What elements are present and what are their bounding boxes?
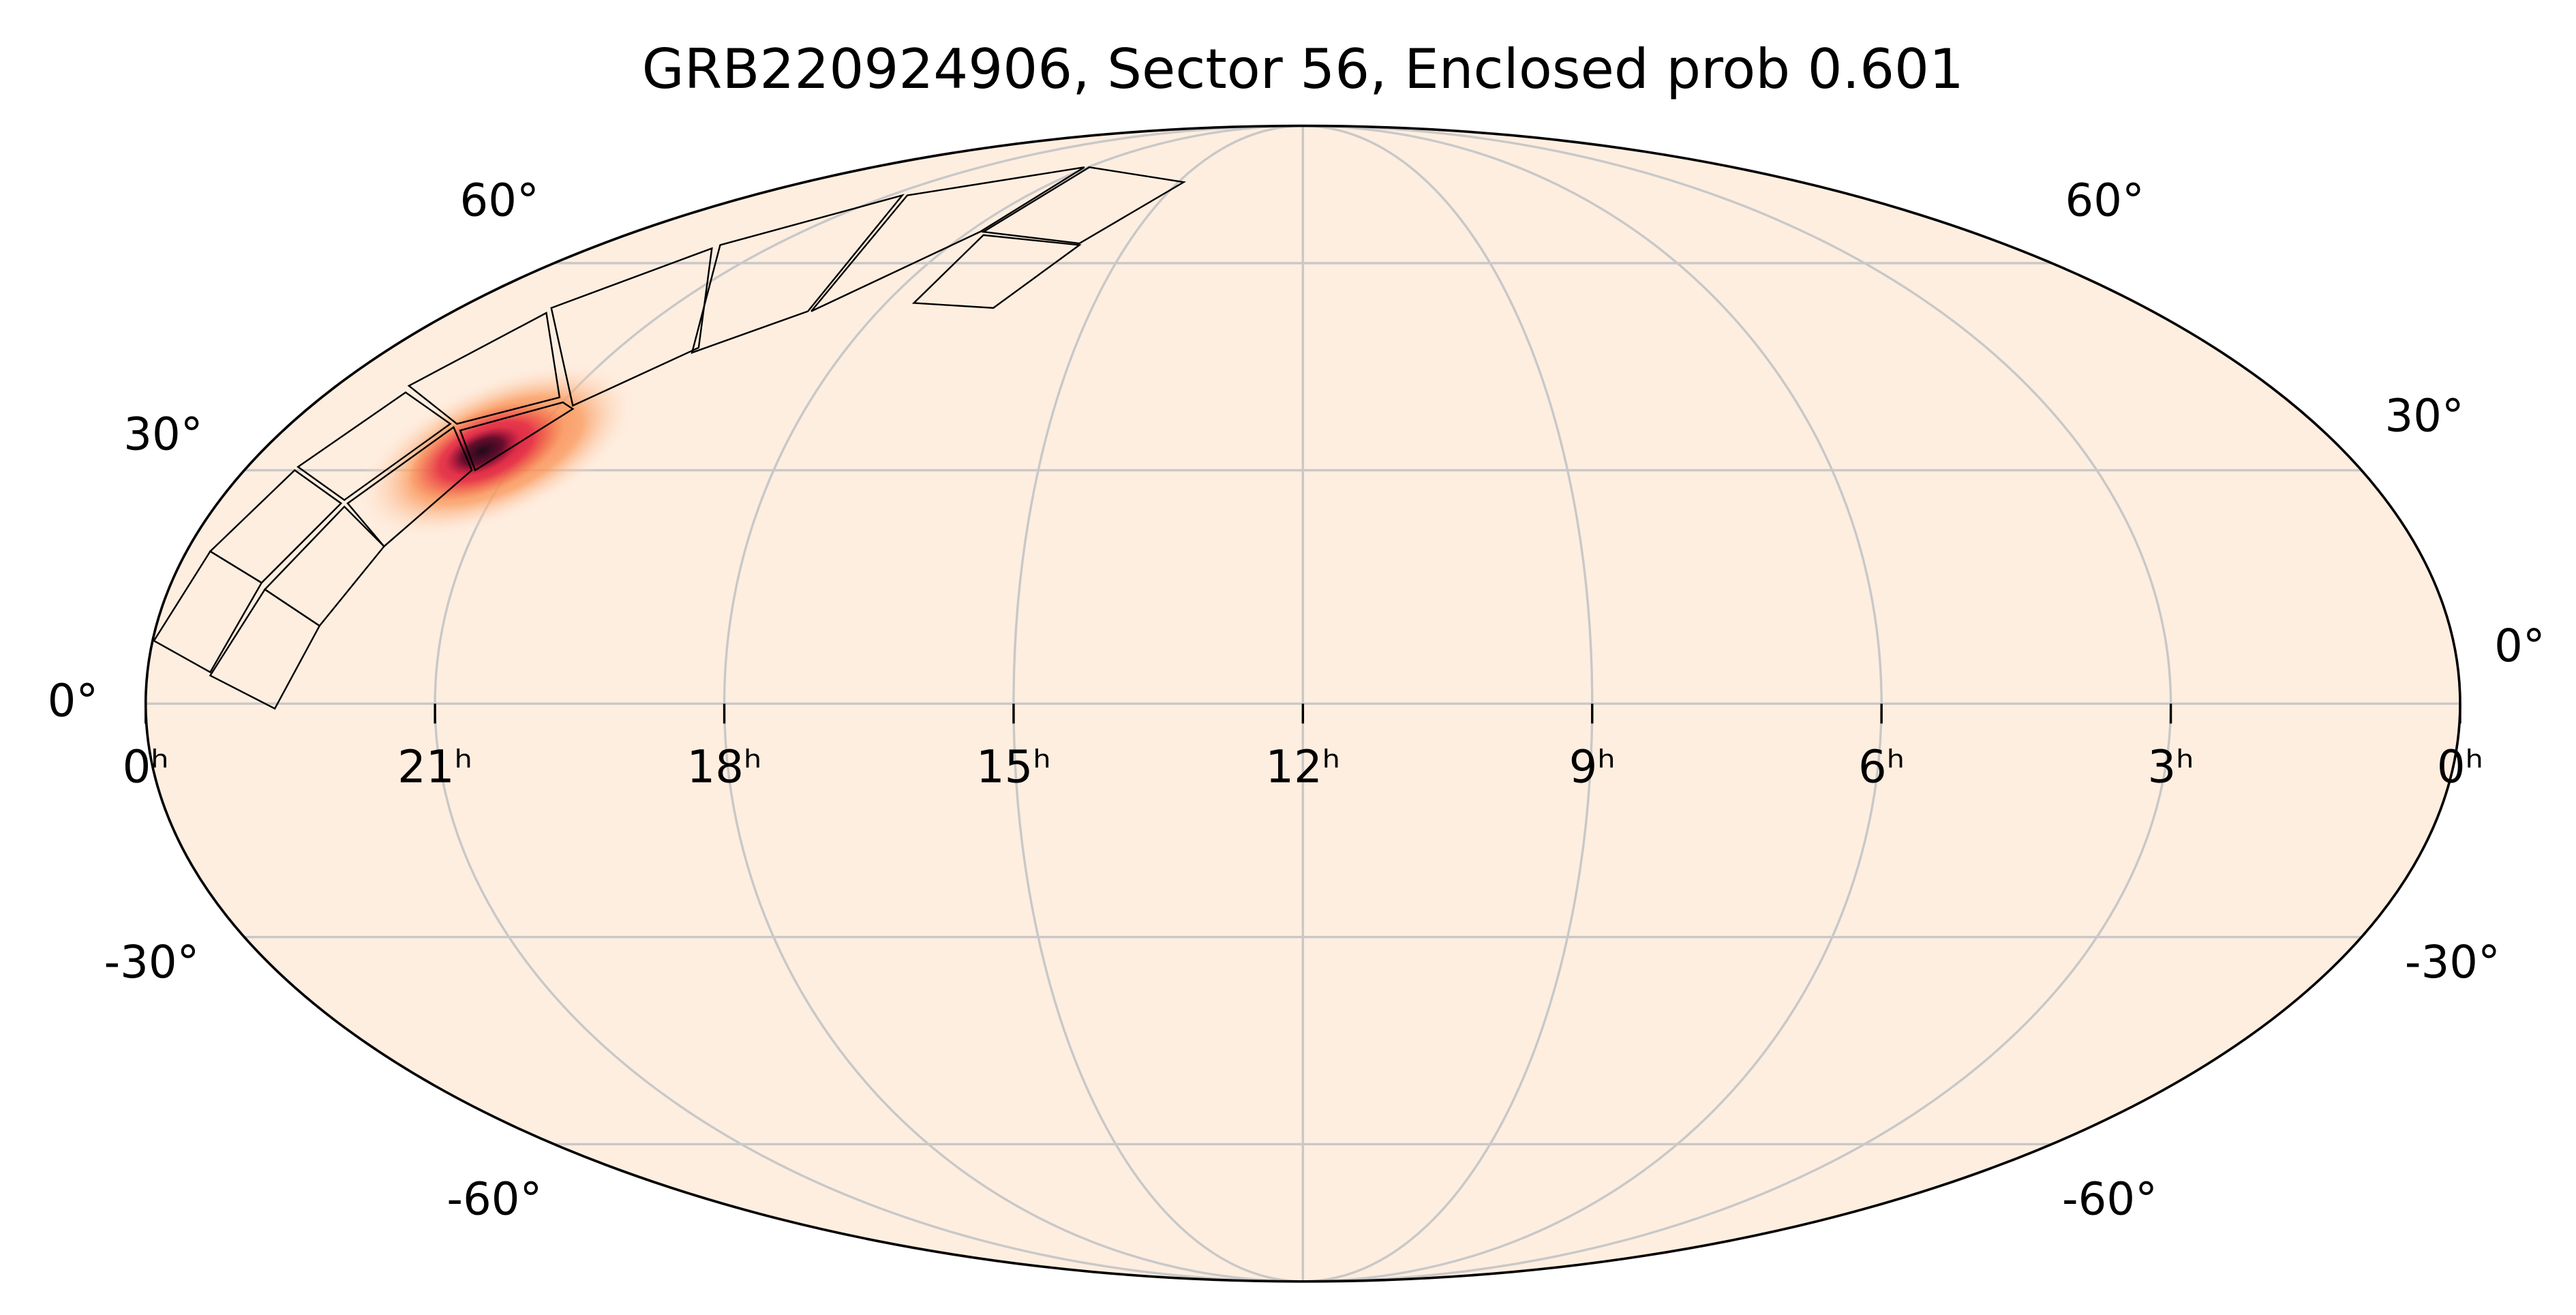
x-tick-label: 9ʰ <box>1569 741 1616 793</box>
x-tick-label: 3ʰ <box>2147 741 2194 793</box>
ccd-footprint <box>810 166 1085 312</box>
x-tick-label: 6ʰ <box>1858 741 1905 793</box>
y-tick-label: -60° <box>446 1173 542 1225</box>
y-tick-label: 0° <box>48 675 99 727</box>
y-tick-label: -30° <box>104 937 199 988</box>
y-tick-label: 30° <box>123 408 202 460</box>
ccd-footprint <box>407 312 561 425</box>
y-tick-label: 60° <box>460 175 539 227</box>
y-tick-label: 60° <box>2065 175 2145 227</box>
x-tick-label: 18ʰ <box>687 741 762 793</box>
y-tick-label: -30° <box>2405 937 2500 988</box>
x-tick-label: 0ʰ <box>123 741 169 793</box>
chart-title: GRB220924906, Sector 56, Enclosed prob 0… <box>642 37 1964 101</box>
x-tick-label: 15ʰ <box>976 741 1051 793</box>
x-tick-label: 12ʰ <box>1265 741 1340 793</box>
ccd-footprint <box>346 425 473 548</box>
x-tick-label: 21ʰ <box>397 741 472 793</box>
ccd-footprint <box>297 391 452 501</box>
ccd-footprint <box>691 194 905 354</box>
ccd-footprint <box>459 401 575 472</box>
ccd-footprint <box>209 469 343 584</box>
x-tick-label: 0ʰ <box>2437 741 2483 793</box>
y-tick-label: 30° <box>2384 391 2464 442</box>
ccd-footprint <box>550 247 713 407</box>
y-tick-label: 0° <box>2494 620 2545 672</box>
footprints <box>153 166 1187 710</box>
ccd-footprint <box>981 166 1187 245</box>
y-tick-label: -60° <box>2062 1173 2157 1225</box>
ccd-footprint <box>911 234 1082 309</box>
